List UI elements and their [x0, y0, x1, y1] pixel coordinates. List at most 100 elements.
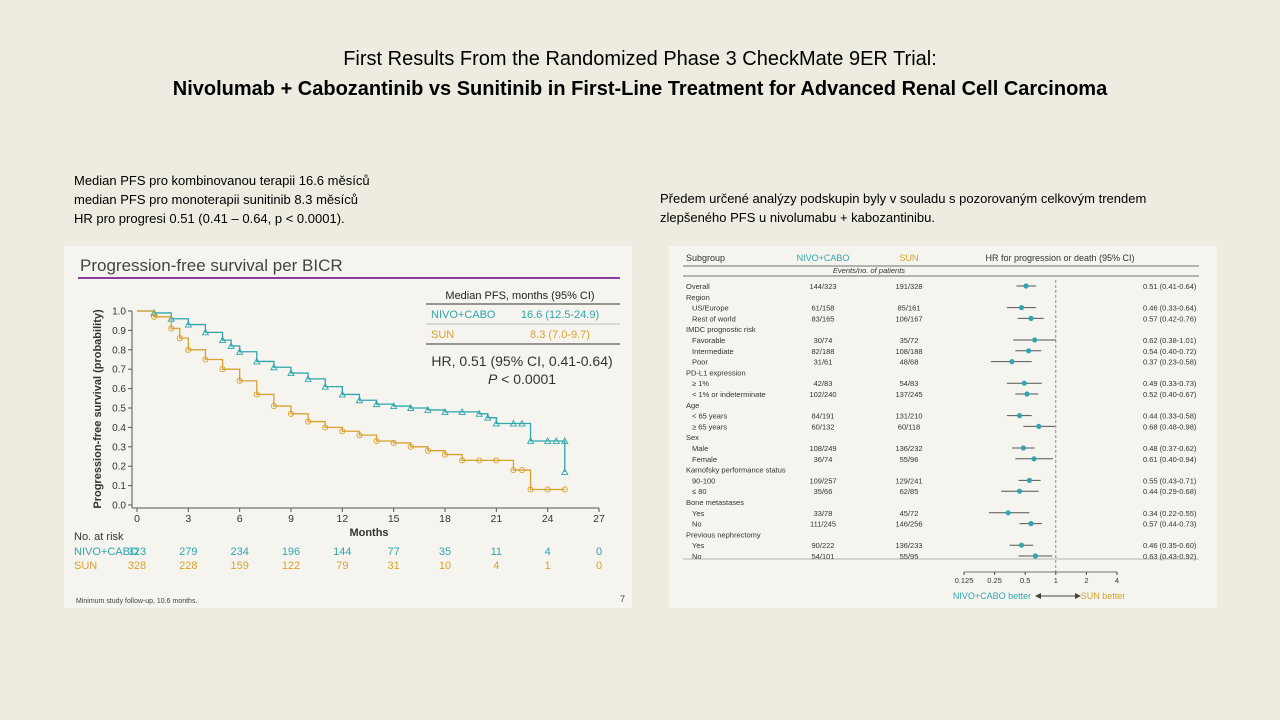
row-sun-events: 62/85: [900, 487, 919, 496]
nivo-censor-mark: [338, 390, 347, 398]
risk-table-values: 323 279 234 196 144 77 35 11 4 0 328 228 159 122 79 31 1…: [128, 546, 602, 572]
sun-censor-mark: [168, 325, 175, 332]
km-x-axis-label: Months: [349, 527, 388, 539]
forest-plot-panel: Subgroup NIVO+CABO SUN HR for progressio…: [669, 246, 1217, 608]
right-note-line: Předem určené analýzy podskupin byly v s…: [660, 191, 1147, 206]
risk-value-nivo: 323: [128, 546, 146, 558]
nivo-censor-mark: [441, 407, 449, 415]
km-footnote: Minimum study follow-up, 10.6 months.: [76, 598, 197, 605]
row-nivo-events: 102/240: [809, 390, 836, 399]
row-label: Female: [692, 455, 717, 464]
sun-censor-mark: [176, 335, 183, 342]
left-note-line: Median PFS pro kombinovanou terapii 16.6…: [74, 173, 370, 188]
forest-x-tick-label: 0.125: [955, 576, 974, 585]
row-hr-point: [1032, 337, 1038, 343]
row-nivo-events: 33/78: [814, 509, 833, 518]
forest-row: Yes 33/78 45/72 0.34 (0.22-0.55): [692, 509, 1197, 518]
row-hr-ci: 0.54 (0.40-0.72): [1143, 347, 1197, 356]
row-hr-ci: 0.44 (0.29-0.68): [1143, 487, 1197, 496]
forest-x-tick-label: 0.5: [1020, 576, 1030, 585]
forest-x-tick-label: 2: [1084, 576, 1088, 585]
nivo-censor-mark: [201, 328, 210, 336]
sun-censor-mark: [322, 424, 329, 431]
km-y-tick-label: 1.0: [112, 307, 126, 318]
hazard-ratio-text: HR, 0.51 (95% CI, 0.41-0.64): [431, 353, 612, 369]
km-y-tick-label: 0.1: [112, 481, 126, 492]
risk-value-sun: 159: [230, 560, 248, 572]
row-label: Karnofsky performance status: [686, 466, 786, 475]
row-hr-ci: 0.48 (0.37-0.62): [1143, 444, 1197, 453]
row-hr-ci: 0.34 (0.22-0.55): [1143, 509, 1197, 518]
risk-value-sun: 1: [545, 560, 551, 572]
risk-table-title: No. at risk: [74, 531, 124, 543]
sun-censor-mark: [493, 457, 500, 464]
row-sun-events: 137/245: [895, 390, 922, 399]
row-hr-point: [1025, 348, 1032, 354]
risk-value-sun: 31: [388, 560, 400, 572]
risk-value-nivo: 196: [282, 546, 300, 558]
row-label: US/Europe: [692, 304, 729, 313]
row-nivo-events: 60/132: [812, 422, 835, 431]
risk-value-sun: 122: [282, 560, 300, 572]
forest-plot: Subgroup NIVO+CABO SUN HR for progressio…: [683, 253, 1199, 601]
km-y-tick-label: 0.3: [112, 442, 126, 453]
risk-value-sun: 0: [596, 560, 602, 572]
nivo-censor-mark: [355, 396, 364, 404]
forest-row: ≥ 65 years 60/132 60/118 0.68 (0.48-0.98): [692, 422, 1197, 431]
km-x-tick-label: 18: [439, 513, 451, 525]
nivo-censor-mark: [372, 400, 381, 408]
forest-row: Male 108/249 136/232 0.48 (0.37-0.62): [692, 444, 1197, 453]
row-sun-events: 146/256: [895, 520, 922, 529]
nivo-censor-mark: [509, 419, 518, 427]
median-row-sun-value: 8.3 (7.0-9.7): [530, 329, 590, 341]
row-sun-events: 85/161: [898, 304, 921, 313]
sun-censor-mark: [544, 486, 551, 493]
sun-censor-mark: [287, 410, 295, 417]
forest-group-header: Sex: [686, 433, 699, 442]
row-sun-events: 48/68: [900, 358, 919, 367]
left-summary-note: Median PFS pro kombinovanou terapii 16.6…: [74, 171, 370, 228]
risk-row-sun-name: SUN: [74, 560, 97, 572]
km-axes: 0 3 6 9 12 15 18 21 24 27 0.0 0.1 0.2 0.3 0.4 0.5 0.6 0.7…: [112, 307, 605, 526]
forest-rows: Overall 144/323 191/328 0.51 (0.41-0.64) Reg…: [686, 282, 1197, 561]
risk-value-sun: 4: [493, 560, 499, 572]
nivo-censor-mark: [424, 406, 432, 413]
p-value-text: P < 0.0001: [488, 371, 556, 387]
row-nivo-events: 144/323: [809, 282, 836, 291]
forest-row: ≤ 80 35/66 62/85 0.44 (0.29-0.68): [692, 487, 1197, 496]
row-label: Bone metastases: [686, 498, 744, 507]
forest-row: 90-100 109/257 129/241 0.55 (0.43-0.71): [692, 476, 1197, 485]
col-subheader-events: Events/no. of patients: [833, 266, 905, 275]
sun-censor-mark: [219, 366, 226, 373]
row-hr-point: [1026, 477, 1033, 483]
risk-value-sun: 10: [439, 560, 451, 572]
row-hr-point: [1028, 521, 1034, 527]
sun-censor-mark: [356, 432, 363, 439]
km-y-tick-label: 0.6: [112, 384, 126, 395]
forest-x-tick-label: 0.25: [987, 576, 1002, 585]
sun-censor-mark: [518, 467, 526, 474]
nivo-censor-mark: [475, 409, 483, 417]
km-y-tick-label: 0.4: [112, 423, 126, 434]
row-label: ≥ 65 years: [692, 422, 727, 431]
row-label: ≤ 80: [692, 487, 707, 496]
row-hr-ci: 0.44 (0.33-0.58): [1143, 412, 1197, 421]
favors-arrow-right-head: [1075, 593, 1081, 599]
nivo-censor-mark: [526, 437, 535, 444]
row-label: Intermediate: [692, 347, 734, 356]
forest-row: Favorable 30/74 35/72 0.62 (0.38-1.01): [692, 336, 1197, 345]
forest-row: Intermediate 82/188 108/188 0.54 (0.40-0.72…: [692, 347, 1197, 356]
nivo-censor-mark: [518, 419, 526, 427]
sun-censor-mark: [151, 313, 158, 320]
km-y-tick-label: 0.8: [112, 345, 126, 356]
risk-value-sun: 328: [128, 560, 146, 572]
median-row-sun-name: SUN: [431, 329, 454, 341]
sun-censor-mark: [510, 467, 517, 474]
row-hr-point: [1009, 359, 1015, 365]
row-hr-point: [1028, 315, 1034, 321]
row-hr-point: [1021, 380, 1027, 386]
row-hr-ci: 0.37 (0.23-0.58): [1143, 358, 1197, 367]
row-hr-point: [1005, 510, 1011, 516]
forest-group-header: Previous nephrectomy: [686, 530, 761, 539]
row-nivo-events: 108/249: [809, 444, 836, 453]
